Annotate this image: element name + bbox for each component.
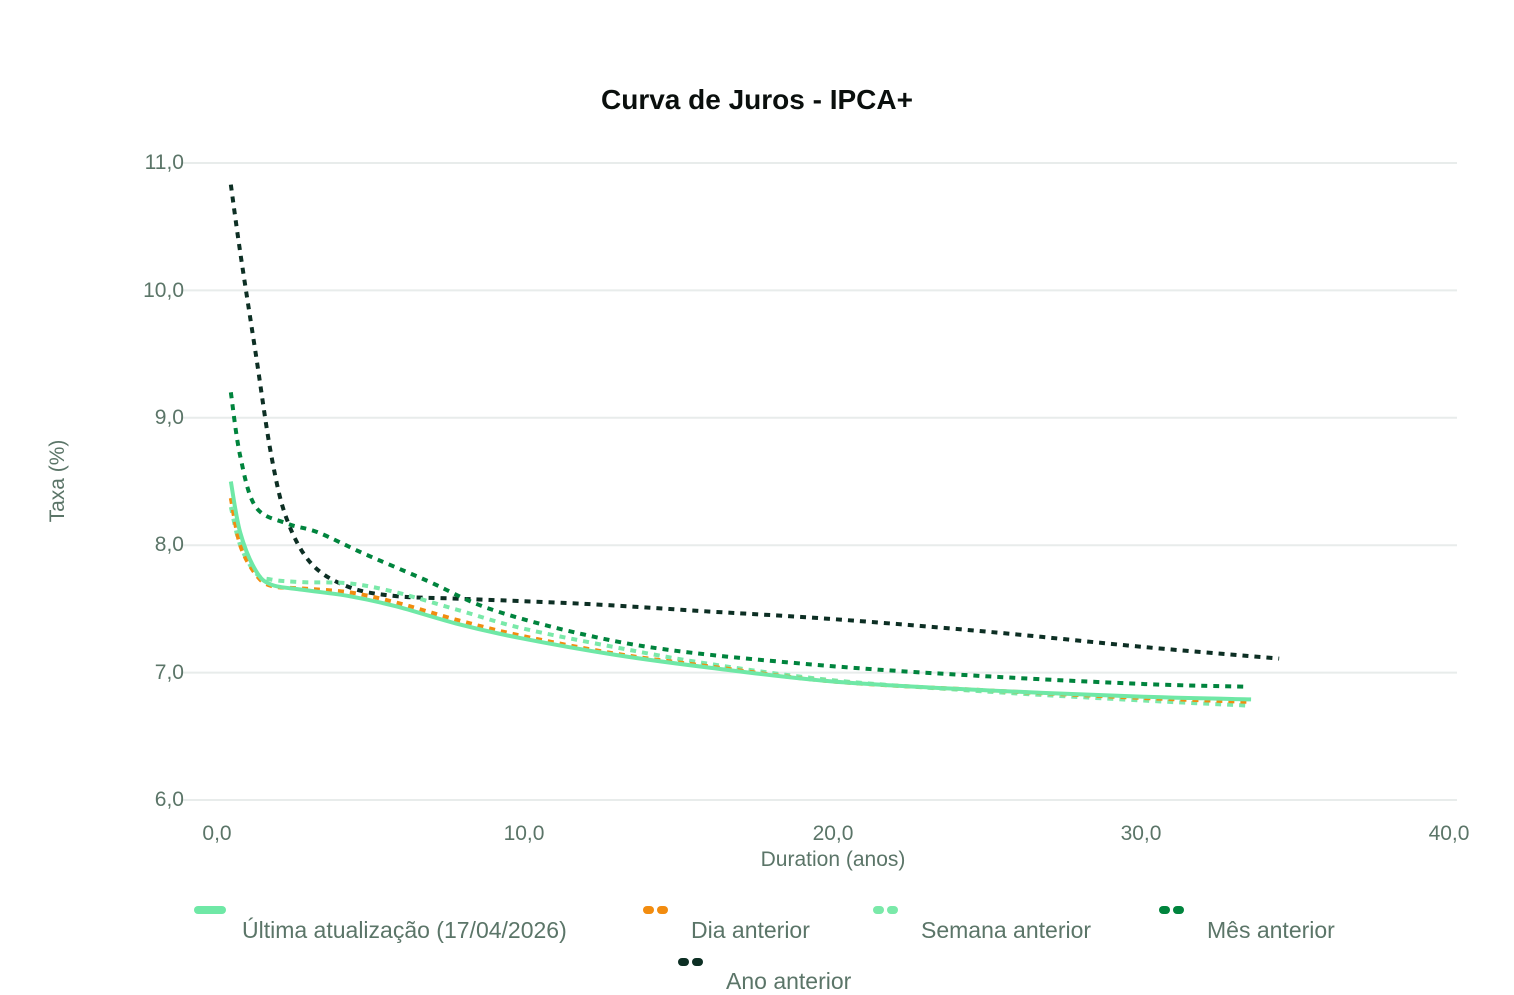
y-tick-11: 11,0	[144, 151, 184, 174]
x-axis-label: Duration (anos)	[760, 848, 906, 871]
legend-item-ano[interactable]: Ano anterior	[726, 968, 852, 994]
legend-swatch-semana[interactable]	[873, 906, 898, 914]
y-axis-label: Taxa (%)	[46, 439, 69, 523]
x-tick-20: 20,0	[812, 822, 854, 845]
y-tick-9: 9,0	[154, 406, 184, 429]
chart-title: Curva de Juros - IPCA+	[601, 84, 913, 115]
y-tick-7: 7,0	[154, 661, 184, 684]
gridlines	[181, 162, 1457, 801]
x-tick-10: 10,0	[503, 822, 545, 845]
series-line	[228, 392, 1245, 689]
series-lines	[228, 184, 1280, 708]
y-tick-8: 8,0	[154, 533, 184, 556]
legend-swatch-ano[interactable]	[678, 958, 703, 966]
y-tick-10: 10,0	[143, 279, 184, 302]
series-line	[228, 184, 1280, 661]
legend-item-dia[interactable]: Dia anterior	[691, 917, 810, 943]
legend-swatch-dia[interactable]	[643, 906, 668, 914]
x-tick-0: 0,0	[202, 822, 232, 845]
legend-swatch-ultima[interactable]	[194, 906, 226, 914]
y-tick-6: 6,0	[154, 788, 184, 811]
legend-item-ultima[interactable]: Última atualização (17/04/2026)	[242, 917, 567, 943]
x-tick-30: 30,0	[1120, 822, 1162, 845]
legend-swatch-mes[interactable]	[1159, 906, 1184, 914]
x-tick-40: 40,0	[1428, 822, 1470, 845]
legend-item-mes[interactable]: Mês anterior	[1207, 917, 1335, 943]
series-line	[228, 481, 1252, 702]
series-line	[228, 506, 1252, 708]
legend-item-semana[interactable]: Semana anterior	[921, 917, 1092, 943]
